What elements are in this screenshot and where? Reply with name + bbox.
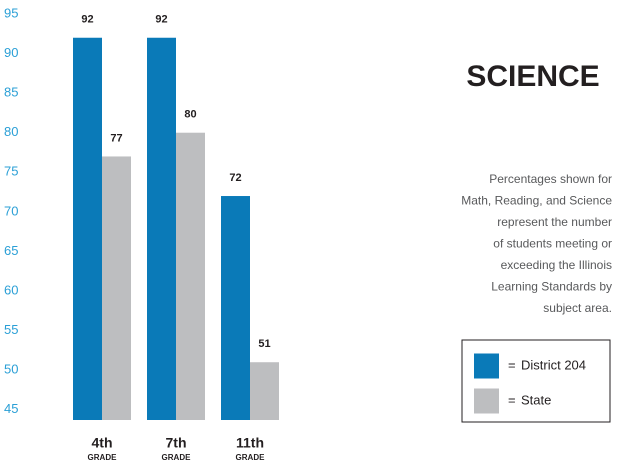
description-line: Math, Reading, and Science xyxy=(461,194,612,208)
chart-title: SCIENCE xyxy=(466,60,599,93)
bar xyxy=(147,37,176,421)
y-tick-label: 60 xyxy=(4,282,18,297)
description-line: represent the number xyxy=(497,215,612,229)
x-tick-label: 4th xyxy=(92,435,113,451)
description-line: Learning Standards by xyxy=(491,280,612,294)
legend-swatch xyxy=(474,388,499,414)
y-tick-label: 50 xyxy=(4,362,18,377)
data-label: 92 xyxy=(155,14,167,26)
data-label: 51 xyxy=(258,338,270,350)
data-label: 92 xyxy=(81,14,93,26)
y-tick-label: 45 xyxy=(4,401,18,416)
bar xyxy=(102,156,131,420)
legend-box xyxy=(461,339,611,423)
data-label: 77 xyxy=(110,132,122,144)
x-tick-sublabel: GRADE xyxy=(88,453,118,462)
data-label: 72 xyxy=(229,172,241,184)
bar xyxy=(221,196,250,420)
y-tick-label: 85 xyxy=(4,85,18,100)
description-line: Percentages shown for xyxy=(489,172,612,186)
x-tick-label: 11th xyxy=(236,435,264,451)
description-line: subject area. xyxy=(543,301,612,315)
x-tick-sublabel: GRADE xyxy=(236,453,266,462)
y-tick-label: 80 xyxy=(4,124,18,139)
y-tick-label: 55 xyxy=(4,322,18,337)
y-tick-label: 75 xyxy=(4,164,18,179)
bar xyxy=(250,362,279,420)
data-label: 80 xyxy=(184,109,196,121)
y-tick-label: 90 xyxy=(4,45,18,60)
legend-label: District 204 xyxy=(521,357,586,372)
description-line: exceeding the Illinois xyxy=(501,258,612,272)
legend-label: State xyxy=(521,392,551,407)
legend-separator: = xyxy=(508,392,516,407)
description-line: of students meeting or xyxy=(493,237,612,251)
x-tick-sublabel: GRADE xyxy=(162,453,192,462)
bar xyxy=(73,37,102,421)
x-tick-label: 7th xyxy=(166,435,187,451)
y-tick-label: 95 xyxy=(4,5,18,20)
legend-separator: = xyxy=(508,357,516,372)
y-tick-label: 65 xyxy=(4,243,18,258)
y-tick-label: 70 xyxy=(4,203,18,218)
bar xyxy=(176,132,205,421)
legend-swatch xyxy=(474,353,499,379)
